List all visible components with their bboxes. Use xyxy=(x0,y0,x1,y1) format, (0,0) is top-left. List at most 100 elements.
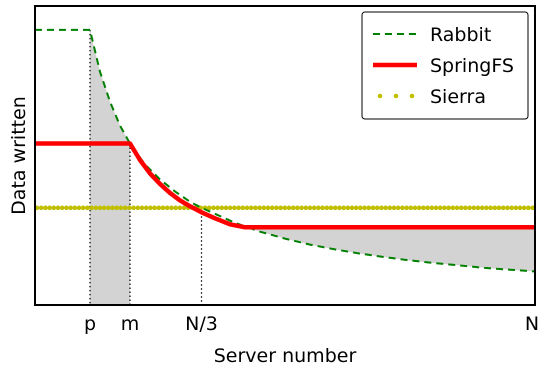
series-sierra-point xyxy=(164,205,170,211)
series-sierra-point xyxy=(143,205,149,211)
series-sierra-point xyxy=(223,205,229,211)
x-tick-label: m xyxy=(121,313,140,335)
series-sierra-point xyxy=(379,205,384,211)
series-sierra-point xyxy=(303,205,309,211)
series-springfs-line xyxy=(35,141,535,230)
series-sierra-point xyxy=(421,205,426,211)
series-sierra-point xyxy=(282,205,288,211)
plot-frame xyxy=(34,5,536,306)
series-sierra-point xyxy=(80,205,86,211)
series-sierra-point xyxy=(76,205,82,211)
series-sierra-point xyxy=(345,205,351,211)
series-sierra-point xyxy=(173,205,178,211)
series-sierra-point xyxy=(475,205,481,211)
series-sierra-point xyxy=(299,205,304,211)
series-sierra-point xyxy=(509,205,514,211)
series-sierra-point xyxy=(253,205,258,211)
series-sierra-point xyxy=(530,205,535,211)
series-sierra-point xyxy=(278,205,283,211)
series-sierra-point xyxy=(446,205,451,211)
series-sierra-point xyxy=(517,205,523,211)
series-sierra-point xyxy=(135,205,141,211)
series-sierra-point xyxy=(463,205,468,211)
series-sierra-point xyxy=(433,205,439,211)
series-sierra-point xyxy=(311,205,317,211)
series-sierra-point xyxy=(328,205,334,211)
series-sierra-point xyxy=(177,205,183,211)
series-sierra-point xyxy=(211,205,216,211)
series-sierra-point xyxy=(513,205,519,211)
series-sierra-point xyxy=(383,205,388,211)
series-sierra-point xyxy=(206,205,212,211)
x-axis-label: Server number xyxy=(214,345,357,367)
legend-label-sierra: Sierra xyxy=(430,86,486,108)
y-axis-label: Data written xyxy=(8,96,30,215)
series-sierra-point xyxy=(47,205,52,211)
series-sierra-point xyxy=(358,205,363,211)
series-sierra-point xyxy=(122,205,128,211)
series-sierra-point xyxy=(349,205,355,211)
series-sierra-point xyxy=(261,205,267,211)
vertical-marker-lines xyxy=(89,29,203,305)
series-sierra-point xyxy=(362,205,367,211)
legend-label-rabbit: Rabbit xyxy=(430,24,491,46)
legend-box xyxy=(361,11,529,120)
series-sierra-point xyxy=(341,205,346,211)
x-tick-labels: p m N/3 N xyxy=(84,313,539,335)
series-sierra-point xyxy=(458,205,464,211)
series-sierra-point xyxy=(374,205,380,211)
series-sierra-point xyxy=(353,205,359,211)
series-sierra-point xyxy=(110,205,115,211)
shaded-region-1 xyxy=(90,29,130,305)
shaded-regions xyxy=(90,29,535,305)
series-sierra-point xyxy=(391,205,397,211)
series-sierra-point xyxy=(295,205,300,211)
series-sierra-point xyxy=(324,205,330,211)
series-sierra-point xyxy=(114,205,120,211)
x-tick-label: N xyxy=(525,313,539,335)
series-sierra-point xyxy=(55,205,61,211)
series-sierra-point xyxy=(488,205,493,211)
series-sierra-point xyxy=(500,205,506,211)
legend-label-springfs: SpringFS xyxy=(430,55,514,77)
series-sierra-point xyxy=(437,205,443,211)
series-sierra-point xyxy=(450,205,456,211)
series-sierra-point xyxy=(408,205,414,211)
series-sierra-point xyxy=(265,205,271,211)
series-sierra-point xyxy=(521,205,527,211)
series-sierra-point xyxy=(64,205,69,211)
series-sierra-point xyxy=(131,205,136,211)
shaded-region-2 xyxy=(245,226,535,272)
series-sierra-point xyxy=(416,205,422,211)
series-sierra-point xyxy=(85,205,90,211)
series-sierra-point xyxy=(227,205,233,211)
series-sierra-point xyxy=(93,205,99,211)
x-tick-label: N/3 xyxy=(185,313,218,335)
series-sierra-point xyxy=(425,205,430,211)
series-sierra-point xyxy=(387,205,393,211)
series-sierra-point xyxy=(72,205,78,211)
series-sierra xyxy=(34,205,535,211)
series-sierra-point xyxy=(471,205,477,211)
legend-marker-sierra xyxy=(393,93,399,99)
series-sierra-point xyxy=(395,205,401,211)
series-sierra-point xyxy=(219,205,225,211)
series-sierra-point xyxy=(127,205,132,211)
series-sierra-point xyxy=(240,205,246,211)
series-sierra-point xyxy=(244,205,250,211)
series-sierra-point xyxy=(59,205,65,211)
series-sierra-point xyxy=(412,205,418,211)
series-sierra-point xyxy=(366,205,372,211)
series-sierra-point xyxy=(152,205,157,211)
series-sierra-point xyxy=(169,205,174,211)
series-sierra-point xyxy=(38,205,44,211)
series-sierra-point xyxy=(467,205,472,211)
series-sierra-point xyxy=(320,205,325,211)
legend: Rabbit SpringFS Sierra xyxy=(361,11,529,120)
series-lines xyxy=(34,28,536,273)
series-sierra-point xyxy=(429,205,435,211)
series-sierra-point xyxy=(454,205,460,211)
series-sierra-point xyxy=(307,205,313,211)
series-sierra-point xyxy=(232,205,237,211)
